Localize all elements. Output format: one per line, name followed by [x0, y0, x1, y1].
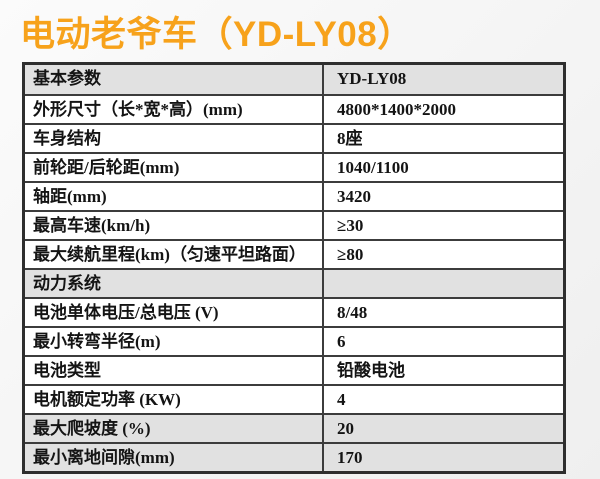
spec-label-cell: 最大爬坡度 (%) [25, 415, 324, 442]
spec-label-cell: 车身结构 [25, 125, 324, 152]
spec-label-cell: 外形尺寸（长*宽*高）(mm) [25, 96, 324, 123]
table-row: 最小离地间隙(mm) 170 [25, 442, 563, 471]
spec-label-cell: 电机额定功率 (KW) [25, 386, 324, 413]
spec-value-cell: 8座 [337, 129, 363, 148]
table-row: 前轮距/后轮距(mm) 1040/1100 [25, 152, 563, 181]
spec-value-cell: 170 [337, 448, 363, 467]
table-row: 基本参数 YD-LY08 [25, 65, 563, 94]
table-row: 轴距(mm) 3420 [25, 181, 563, 210]
table-row: 车身结构 8座 [25, 123, 563, 152]
table-row: 电池单体电压/总电压 (V) 8/48 [25, 297, 563, 326]
spec-value-cell: 4 [337, 390, 346, 409]
spec-label-cell: 最大续航里程(km)（匀速平坦路面） [25, 241, 324, 268]
spec-value-cell: 8/48 [337, 303, 368, 322]
spec-label-cell: 动力系统 [25, 270, 324, 297]
spec-value-cell: 1040/1100 [337, 158, 409, 177]
spec-table: 基本参数 YD-LY08 外形尺寸（长*宽*高）(mm) 4800*1400*2000… [22, 62, 566, 474]
spec-value-cell: 20 [337, 419, 354, 438]
spec-value-cell: ≥80 [337, 245, 364, 264]
spec-value-cell: 6 [337, 332, 346, 351]
spec-label-cell: 最高车速(km/h) [25, 212, 324, 239]
table-row: 最大爬坡度 (%) 20 [25, 413, 563, 442]
page-title: 电动老爷车（YD-LY08） [20, 15, 413, 54]
table-row: 最大续航里程(km)（匀速平坦路面） ≥80 [25, 239, 563, 268]
spec-value-cell [324, 270, 563, 297]
table-row: 动力系统 [25, 268, 563, 297]
spec-label-cell: 最小离地间隙(mm) [25, 444, 324, 471]
spec-label-cell: 轴距(mm) [25, 183, 324, 210]
spec-label-cell: 前轮距/后轮距(mm) [25, 154, 324, 181]
table-row: 最高车速(km/h) ≥30 [25, 210, 563, 239]
table-row: 外形尺寸（长*宽*高）(mm) 4800*1400*2000 [25, 94, 563, 123]
spec-value-cell: 铅酸电池 [337, 361, 405, 380]
spec-label-cell: 基本参数 [25, 65, 324, 94]
table-row: 最小转弯半径(m) 6 [25, 326, 563, 355]
spec-value-cell: YD-LY08 [337, 69, 407, 88]
table-row: 电池类型 铅酸电池 [25, 355, 563, 384]
spec-label-cell: 电池单体电压/总电压 (V) [25, 299, 324, 326]
spec-value-cell: 4800*1400*2000 [337, 100, 456, 119]
spec-value-cell: 3420 [337, 187, 371, 206]
spec-value-cell: ≥30 [337, 216, 364, 235]
spec-label-cell: 电池类型 [25, 357, 324, 384]
table-row: 电机额定功率 (KW) 4 [25, 384, 563, 413]
spec-label-cell: 最小转弯半径(m) [25, 328, 324, 355]
